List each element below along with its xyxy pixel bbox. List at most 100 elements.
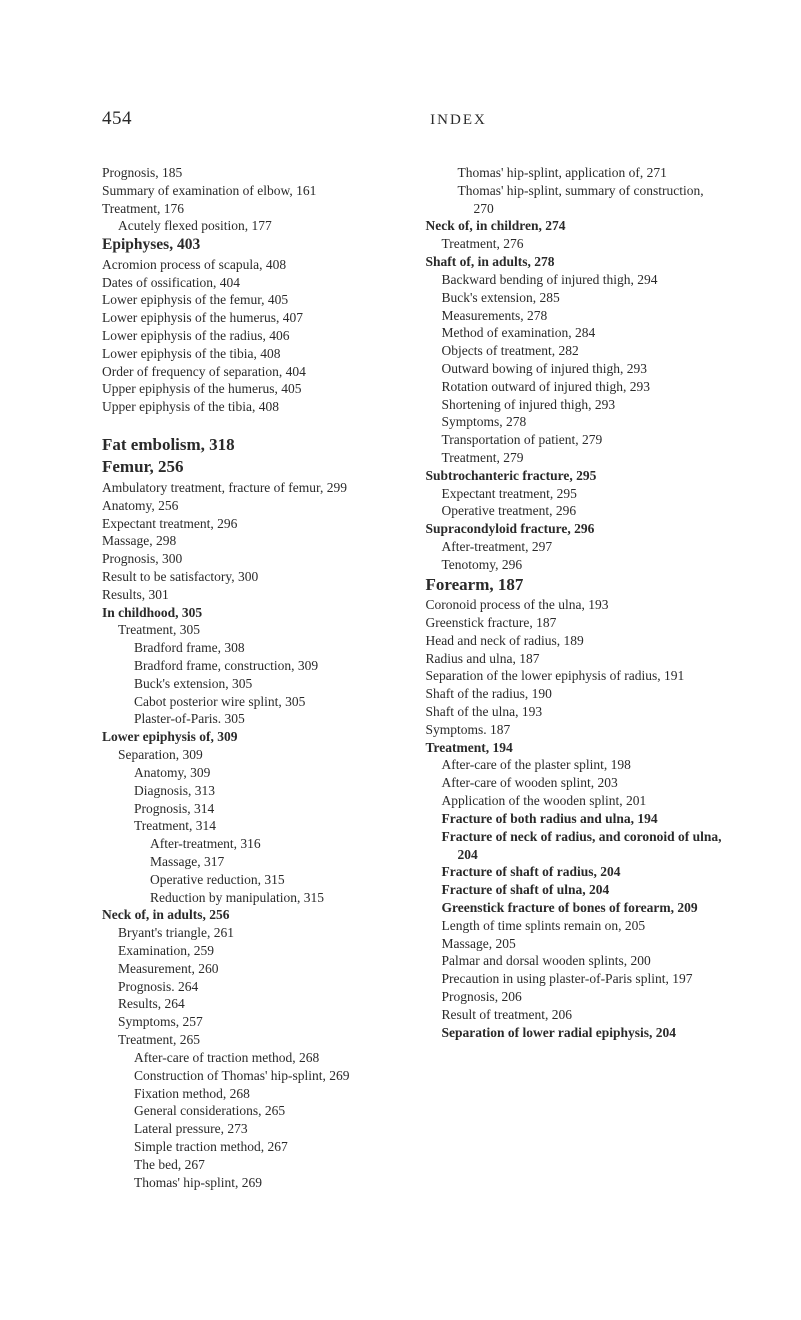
index-entry: Upper epiphysis of the humerus, 405 xyxy=(102,380,402,398)
index-entry: Method of examination, 284 xyxy=(426,324,726,342)
index-entry: Rotation outward of injured thigh, 293 xyxy=(426,378,726,396)
index-entry: After-treatment, 316 xyxy=(102,835,402,853)
index-entry: Treatment, 279 xyxy=(426,449,726,467)
index-entry: Symptoms, 278 xyxy=(426,413,726,431)
index-entry: Prognosis, 314 xyxy=(102,800,402,818)
index-entry: Fracture of shaft of ulna, 204 xyxy=(426,881,726,899)
index-entry: Outward bowing of injured thigh, 293 xyxy=(426,360,726,378)
index-entry: Femur, 256 xyxy=(102,456,402,478)
index-entry: Massage, 317 xyxy=(102,853,402,871)
index-entry: After-treatment, 297 xyxy=(426,538,726,556)
index-entry: Greenstick fracture of bones of forearm,… xyxy=(426,899,726,917)
index-entry: The bed, 267 xyxy=(102,1156,402,1174)
index-entry: Thomas' hip-splint, 269 xyxy=(102,1174,402,1192)
index-entry: Reduction by manipulation, 315 xyxy=(102,889,402,907)
index-entry: Massage, 298 xyxy=(102,532,402,550)
index-entry: Radius and ulna, 187 xyxy=(426,650,726,668)
index-entry: Objects of treatment, 282 xyxy=(426,342,726,360)
index-entry: Acromion process of scapula, 408 xyxy=(102,256,402,274)
index-entry: Expectant treatment, 296 xyxy=(102,515,402,533)
index-entry: Lower epiphysis of the tibia, 408 xyxy=(102,345,402,363)
index-entry: Coronoid process of the ulna, 193 xyxy=(426,596,726,614)
right-column: Thomas' hip-splint, application of, 271T… xyxy=(426,164,726,1191)
index-entry: Prognosis, 206 xyxy=(426,988,726,1006)
index-entry: Backward bending of injured thigh, 294 xyxy=(426,271,726,289)
index-entry: Precaution in using plaster-of-Paris spl… xyxy=(426,970,726,988)
index-entry: Ambulatory treatment, fracture of femur,… xyxy=(102,479,402,497)
index-entry: Separation of lower radial epiphysis, 20… xyxy=(426,1024,726,1042)
index-entry: Upper epiphysis of the tibia, 408 xyxy=(102,398,402,416)
index-entry: Operative treatment, 296 xyxy=(426,502,726,520)
index-entry: Neck of, in children, 274 xyxy=(426,217,726,235)
index-entry: Fracture of both radius and ulna, 194 xyxy=(426,810,726,828)
index-entry: Bradford frame, construction, 309 xyxy=(102,657,402,675)
index-entry: Cabot posterior wire splint, 305 xyxy=(102,693,402,711)
index-entry: Length of time splints remain on, 205 xyxy=(426,917,726,935)
index-entry: Fracture of shaft of radius, 204 xyxy=(426,863,726,881)
index-entry: Expectant treatment, 295 xyxy=(426,485,726,503)
index-entry: Treatment, 314 xyxy=(102,817,402,835)
index-entry: Thomas' hip-splint, summary of construct… xyxy=(426,182,726,218)
index-entry: Shaft of, in adults, 278 xyxy=(426,253,726,271)
index-entry: Bryant's triangle, 261 xyxy=(102,924,402,942)
index-entry: Dates of ossification, 404 xyxy=(102,274,402,292)
index-entry: Measurement, 260 xyxy=(102,960,402,978)
index-entry: Tenotomy, 296 xyxy=(426,556,726,574)
index-entry: Result to be satisfactory, 300 xyxy=(102,568,402,586)
index-entry: Treatment, 265 xyxy=(102,1031,402,1049)
page-number: 454 xyxy=(102,108,132,130)
index-entry: Head and neck of radius, 189 xyxy=(426,632,726,650)
index-entry: Massage, 205 xyxy=(426,935,726,953)
index-entry: Separation, 309 xyxy=(102,746,402,764)
index-entry: Symptoms, 257 xyxy=(102,1013,402,1031)
index-entry: Order of frequency of separation, 404 xyxy=(102,363,402,381)
index-entry: Epiphyses, 403 xyxy=(102,235,402,255)
index-entry: Lateral pressure, 273 xyxy=(102,1120,402,1138)
index-entry: Results, 264 xyxy=(102,995,402,1013)
index-entry: Lower epiphysis of the femur, 405 xyxy=(102,291,402,309)
index-entry: Anatomy, 309 xyxy=(102,764,402,782)
index-entry: Shaft of the ulna, 193 xyxy=(426,703,726,721)
index-entry: Forearm, 187 xyxy=(426,574,726,596)
index-entry: Treatment, 276 xyxy=(426,235,726,253)
page-title: INDEX xyxy=(430,112,487,129)
index-entry: Palmar and dorsal wooden splints, 200 xyxy=(426,952,726,970)
index-entry: Transportation of patient, 279 xyxy=(426,431,726,449)
index-columns: Prognosis, 185Summary of examination of … xyxy=(102,164,725,1191)
index-entry: Shortening of injured thigh, 293 xyxy=(426,396,726,414)
index-entry: Operative reduction, 315 xyxy=(102,871,402,889)
index-entry: Separation of the lower epiphysis of rad… xyxy=(426,667,726,685)
index-entry: Greenstick fracture, 187 xyxy=(426,614,726,632)
index-entry: Treatment, 305 xyxy=(102,621,402,639)
index-entry: Examination, 259 xyxy=(102,942,402,960)
entry-spacer xyxy=(102,416,402,434)
index-entry: Results, 301 xyxy=(102,586,402,604)
index-entry: Summary of examination of elbow, 161 xyxy=(102,182,402,200)
index-entry: In childhood, 305 xyxy=(102,604,402,622)
index-entry: Fracture of neck of radius, and coronoid… xyxy=(426,828,726,864)
index-entry: Lower epiphysis of, 309 xyxy=(102,728,402,746)
index-entry: Fat embolism, 318 xyxy=(102,434,402,456)
index-entry: Treatment, 176 xyxy=(102,200,402,218)
index-entry: General considerations, 265 xyxy=(102,1102,402,1120)
index-entry: Diagnosis, 313 xyxy=(102,782,402,800)
index-entry: Plaster-of-Paris. 305 xyxy=(102,710,402,728)
index-entry: After-care of wooden splint, 203 xyxy=(426,774,726,792)
index-entry: Simple traction method, 267 xyxy=(102,1138,402,1156)
left-column: Prognosis, 185Summary of examination of … xyxy=(102,164,402,1191)
index-entry: Thomas' hip-splint, application of, 271 xyxy=(426,164,726,182)
page-header: 454 INDEX xyxy=(102,108,725,130)
index-entry: Result of treatment, 206 xyxy=(426,1006,726,1024)
index-entry: Prognosis. 264 xyxy=(102,978,402,996)
index-entry: Buck's extension, 285 xyxy=(426,289,726,307)
index-entry: Application of the wooden splint, 201 xyxy=(426,792,726,810)
index-entry: Symptoms. 187 xyxy=(426,721,726,739)
index-entry: Acutely flexed position, 177 xyxy=(102,217,402,235)
index-entry: Shaft of the radius, 190 xyxy=(426,685,726,703)
index-entry: Construction of Thomas' hip-splint, 269 xyxy=(102,1067,402,1085)
index-entry: Treatment, 194 xyxy=(426,739,726,757)
index-entry: Anatomy, 256 xyxy=(102,497,402,515)
index-entry: After-care of the plaster splint, 198 xyxy=(426,756,726,774)
index-entry: Buck's extension, 305 xyxy=(102,675,402,693)
index-entry: Fixation method, 268 xyxy=(102,1085,402,1103)
